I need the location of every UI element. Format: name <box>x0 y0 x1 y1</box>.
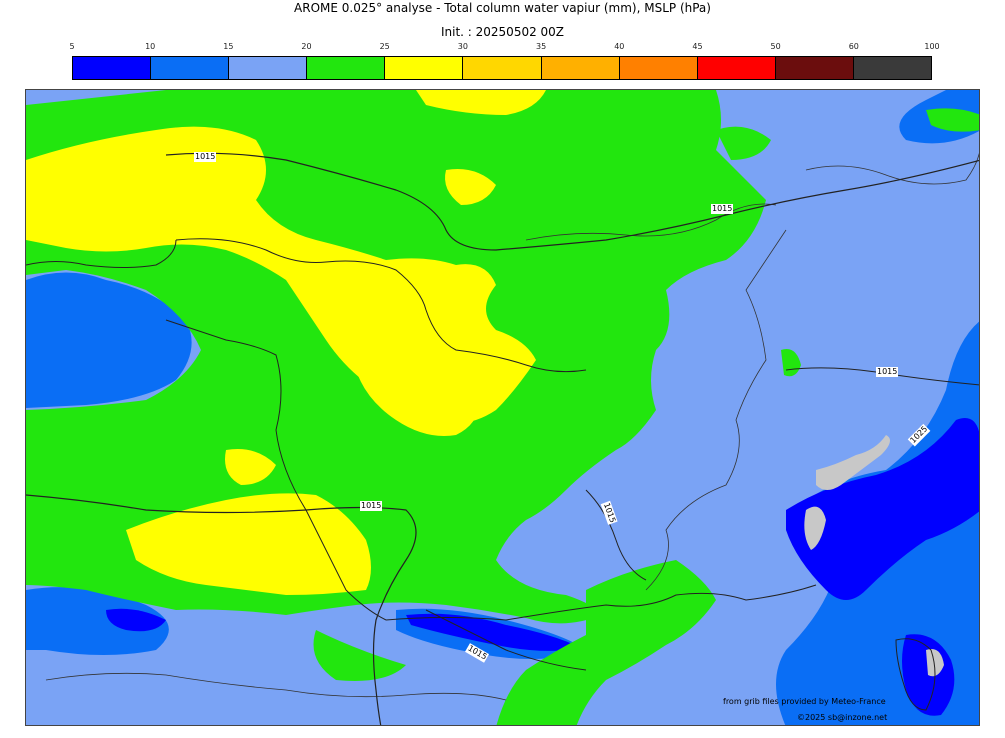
border-germany <box>805 152 979 185</box>
region-5-10-west-pyrenees <box>106 608 166 632</box>
chart-title: AROME 0.025° analyse - Total column wate… <box>294 1 711 15</box>
isobar-1015-west <box>26 494 417 725</box>
region-25-30-patch <box>416 90 546 115</box>
colorbar-segment <box>541 57 620 79</box>
colorbar-segment <box>73 57 152 79</box>
region-25-30-southwest <box>126 493 371 595</box>
colorbar-tick: 20 <box>301 42 312 51</box>
coastline-uk-south <box>26 239 177 268</box>
init-time: Init. : 20250502 00Z <box>440 25 565 39</box>
colorbar-segment <box>853 57 932 79</box>
colorbar-tick: 60 <box>848 42 859 51</box>
colorbar-tick: 25 <box>379 42 390 51</box>
colorbar-tick: 15 <box>223 42 234 51</box>
credit-copyright: ©2025 sb@inzone.net <box>797 713 888 722</box>
border-pyrenees <box>385 584 817 621</box>
coastline-corsica <box>895 638 936 711</box>
colorbar-tick: 45 <box>692 42 703 51</box>
region-25-30-center <box>356 329 479 436</box>
border-belgium <box>525 203 777 241</box>
colorbar-segment <box>307 57 386 79</box>
colorbar-tick: 5 <box>69 42 75 51</box>
colorbar-tick: 10 <box>145 42 156 51</box>
colorbar-ticks: 5 10 15 20 25 30 35 40 45 50 60 100 <box>69 42 939 54</box>
region-5-10-alps <box>786 418 979 600</box>
colorbar-tick: 100 <box>924 42 940 51</box>
region-corsica-peaks <box>926 649 944 677</box>
colorbar-segment <box>151 57 230 79</box>
isobar-1015-south <box>425 609 587 671</box>
colorbar-segment <box>463 57 542 79</box>
colorbar-segment <box>697 57 776 79</box>
region-10-15-atlantic <box>26 272 192 408</box>
border-east-france <box>645 229 787 591</box>
border-spain <box>45 672 507 701</box>
colorbar-segment <box>229 57 308 79</box>
region-25-30-patch <box>225 449 276 485</box>
credit-source: from grib files provided by Meteo-France <box>723 697 886 706</box>
map-svg <box>26 90 979 725</box>
colorbar-segment <box>775 57 854 79</box>
region-25-30-patch <box>445 169 496 205</box>
colorbar-segment <box>619 57 698 79</box>
colorbar <box>72 56 932 80</box>
colorbar-tick: 30 <box>457 42 468 51</box>
isobar-label-1015: 1015 <box>876 367 899 377</box>
region-alps-peaks <box>816 435 890 490</box>
isobar-label-1015: 1015 <box>360 501 383 511</box>
weather-map: 1015 1015 1015 1015 1015 1015 1025 <box>25 89 980 726</box>
colorbar-tick: 35 <box>536 42 547 51</box>
region-alps-peaks <box>804 506 826 550</box>
coastline-atlantic <box>165 319 387 621</box>
colorbar-segment <box>385 57 464 79</box>
colorbar-tick: 40 <box>614 42 625 51</box>
coastline-channel <box>175 238 587 373</box>
isobar-1015-center <box>585 489 647 581</box>
region-20-25-germany <box>926 108 979 132</box>
isobar-1015-north <box>165 152 979 251</box>
region-10-15-southwest <box>26 587 169 655</box>
region-20-25-pyrenees-north <box>313 630 406 681</box>
isobar-label-1015: 1015 <box>711 204 734 214</box>
region-20-25-belgium <box>716 126 771 160</box>
region-5-10-pyrenees <box>406 613 581 651</box>
colorbar-tick: 50 <box>770 42 781 51</box>
isobar-label-1015: 1015 <box>194 152 217 162</box>
